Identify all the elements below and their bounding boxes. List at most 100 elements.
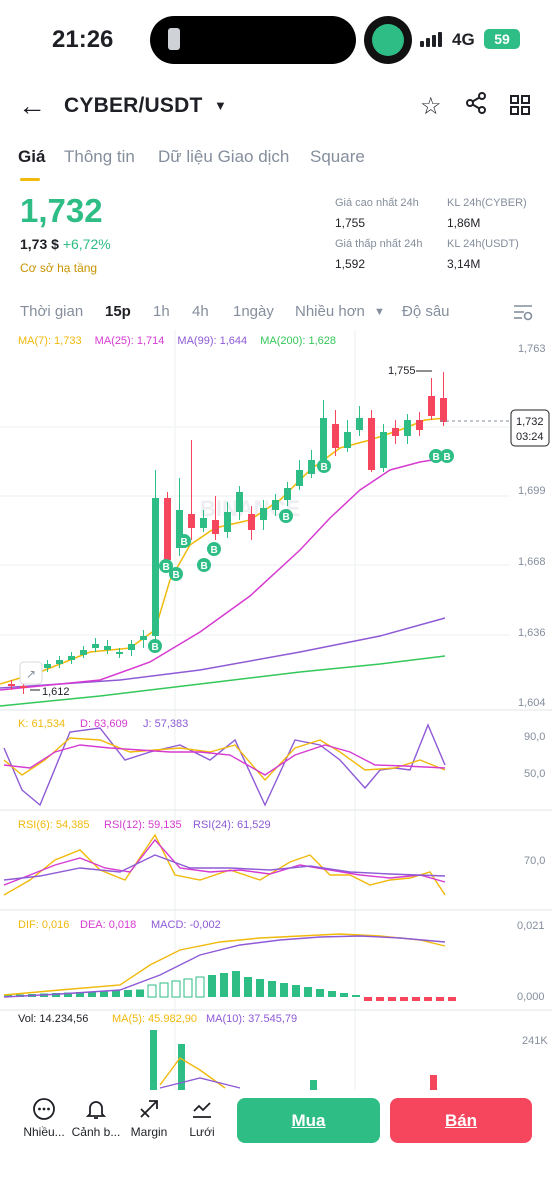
macd-bar xyxy=(304,987,312,997)
network-type: 4G xyxy=(452,30,475,49)
grid-button[interactable]: Lưới xyxy=(176,1097,228,1139)
timeframe-more[interactable]: Nhiều hơn xyxy=(295,303,365,320)
macd-bar xyxy=(328,991,336,997)
buy-marker xyxy=(317,459,331,473)
high-label: 1,755 xyxy=(388,365,416,377)
candle-body xyxy=(140,636,147,640)
buy-marker-label: B xyxy=(152,642,159,653)
candle-body xyxy=(404,420,411,436)
buy-marker-label: B xyxy=(173,570,180,581)
candle-body xyxy=(224,512,231,532)
macd-bar xyxy=(136,989,144,997)
timeframe-15m[interactable]: 15p xyxy=(105,303,131,320)
tab-trading-data[interactable]: Dữ liệu Giao dịch xyxy=(158,147,290,166)
macd-bar xyxy=(256,979,264,997)
candle-body xyxy=(320,418,327,460)
stat-vol-base-value: 1,86M xyxy=(447,216,481,230)
ma7-legend: MA(7): 1,733 xyxy=(18,335,82,347)
tab-info[interactable]: Thông tin xyxy=(64,147,135,166)
candle-body xyxy=(200,518,207,528)
chart-settings-icon[interactable] xyxy=(512,302,534,327)
candle-body xyxy=(68,656,75,660)
rsi-axis-label: 70,0 xyxy=(524,855,545,867)
ma99-legend: MA(99): 1,644 xyxy=(177,335,248,347)
vol-legend: Vol: 14.234,56 xyxy=(18,1013,88,1025)
category-tag[interactable]: Cơ sở hạ tầng xyxy=(20,261,98,275)
star-icon[interactable]: ☆ xyxy=(420,93,442,120)
candle-body xyxy=(260,508,267,520)
macd-bar xyxy=(412,997,420,1001)
macd-dea-legend: DEA: 0,018 xyxy=(80,919,136,931)
candlestick-chart[interactable]: BINANCE 1,763 1,699 1,668 1,636 1,604 BB… xyxy=(0,330,552,1090)
bell-icon xyxy=(70,1097,122,1125)
depth-tab[interactable]: Độ sâu xyxy=(402,303,450,320)
rsi6-legend: RSI(6): 54,385 xyxy=(18,819,90,831)
macd-bar xyxy=(352,995,360,997)
status-time: 21:26 xyxy=(52,26,114,53)
back-arrow-icon[interactable]: ← xyxy=(18,90,46,121)
candle-body xyxy=(272,500,279,510)
macd-bar xyxy=(232,971,240,997)
stat-high-value: 1,755 xyxy=(335,216,366,230)
pair-dropdown-icon[interactable]: ▼ xyxy=(214,98,227,113)
ma200-legend: MA(200): 1,628 xyxy=(260,335,337,347)
buy-button[interactable]: Mua xyxy=(237,1098,380,1143)
dynamic-island xyxy=(150,16,356,64)
kdj-k-legend: K: 61,534 xyxy=(18,718,65,730)
timeframe-4h[interactable]: 4h xyxy=(192,303,209,320)
timeframe-time[interactable]: Thời gian xyxy=(20,303,84,320)
svg-text:↗: ↗ xyxy=(26,667,36,681)
candle-body xyxy=(344,432,351,448)
grid-label: Lưới xyxy=(189,1125,215,1139)
share-icon[interactable] xyxy=(464,91,488,122)
candle-body xyxy=(380,432,387,468)
more-button[interactable]: Nhiều... xyxy=(18,1097,70,1139)
signal-icon xyxy=(420,32,444,52)
sell-button[interactable]: Bán xyxy=(390,1098,532,1143)
margin-button[interactable]: Margin xyxy=(123,1097,175,1139)
macd-bar xyxy=(244,977,252,997)
vol-ma5-line xyxy=(159,1057,226,1089)
battery-indicator: 59 xyxy=(484,29,520,49)
app-activity-icon xyxy=(372,24,404,56)
buy-marker-label: B xyxy=(321,462,328,473)
buy-marker xyxy=(169,567,183,581)
candle-body xyxy=(368,418,375,470)
macd-bar xyxy=(64,992,72,997)
buy-marker-label: B xyxy=(211,545,218,556)
macd-axis-label: 0,021 xyxy=(517,920,545,932)
candle-body xyxy=(44,664,51,668)
more-dots-icon xyxy=(18,1097,70,1125)
rsi12-legend: RSI(12): 59,135 xyxy=(104,819,182,831)
tab-price[interactable]: Giá xyxy=(18,147,46,166)
usd-price: 1,73 $ xyxy=(20,236,59,252)
alert-button[interactable]: Cảnh b... xyxy=(70,1097,122,1139)
timeframe-1h[interactable]: 1h xyxy=(153,303,170,320)
ma200-line xyxy=(0,655,446,707)
tab-square[interactable]: Square xyxy=(310,147,365,166)
candle-body xyxy=(212,520,219,534)
candle-body xyxy=(428,396,435,416)
candle-body xyxy=(20,686,27,688)
more-dropdown-icon[interactable]: ▼ xyxy=(374,306,385,318)
grid-menu-icon[interactable] xyxy=(508,93,532,124)
current-price-box xyxy=(510,409,550,447)
macd-dif-legend: DIF: 0,016 xyxy=(18,919,69,931)
more-label: Nhiều... xyxy=(23,1125,65,1139)
buy-marker-label: B xyxy=(181,537,188,548)
timeframe-1d[interactable]: 1ngày xyxy=(233,303,274,320)
macd-bar xyxy=(4,995,12,997)
price-axis-label: 1,636 xyxy=(518,627,546,639)
macd-bar xyxy=(208,975,216,997)
kdj-d-legend: D: 63,609 xyxy=(80,718,128,730)
candle-body xyxy=(188,514,195,528)
kdj-j-legend: J: 57,383 xyxy=(143,718,188,730)
buy-marker-label: B xyxy=(163,562,170,573)
vol-ma10-line xyxy=(159,1077,241,1089)
kdj-k-line xyxy=(3,737,446,782)
pair-title[interactable]: CYBER/USDT xyxy=(64,94,203,117)
ma7-line xyxy=(0,417,446,685)
macd-value-legend: MACD: -0,002 xyxy=(151,919,221,931)
expand-chart-icon[interactable] xyxy=(19,661,43,685)
candle-body xyxy=(392,428,399,436)
